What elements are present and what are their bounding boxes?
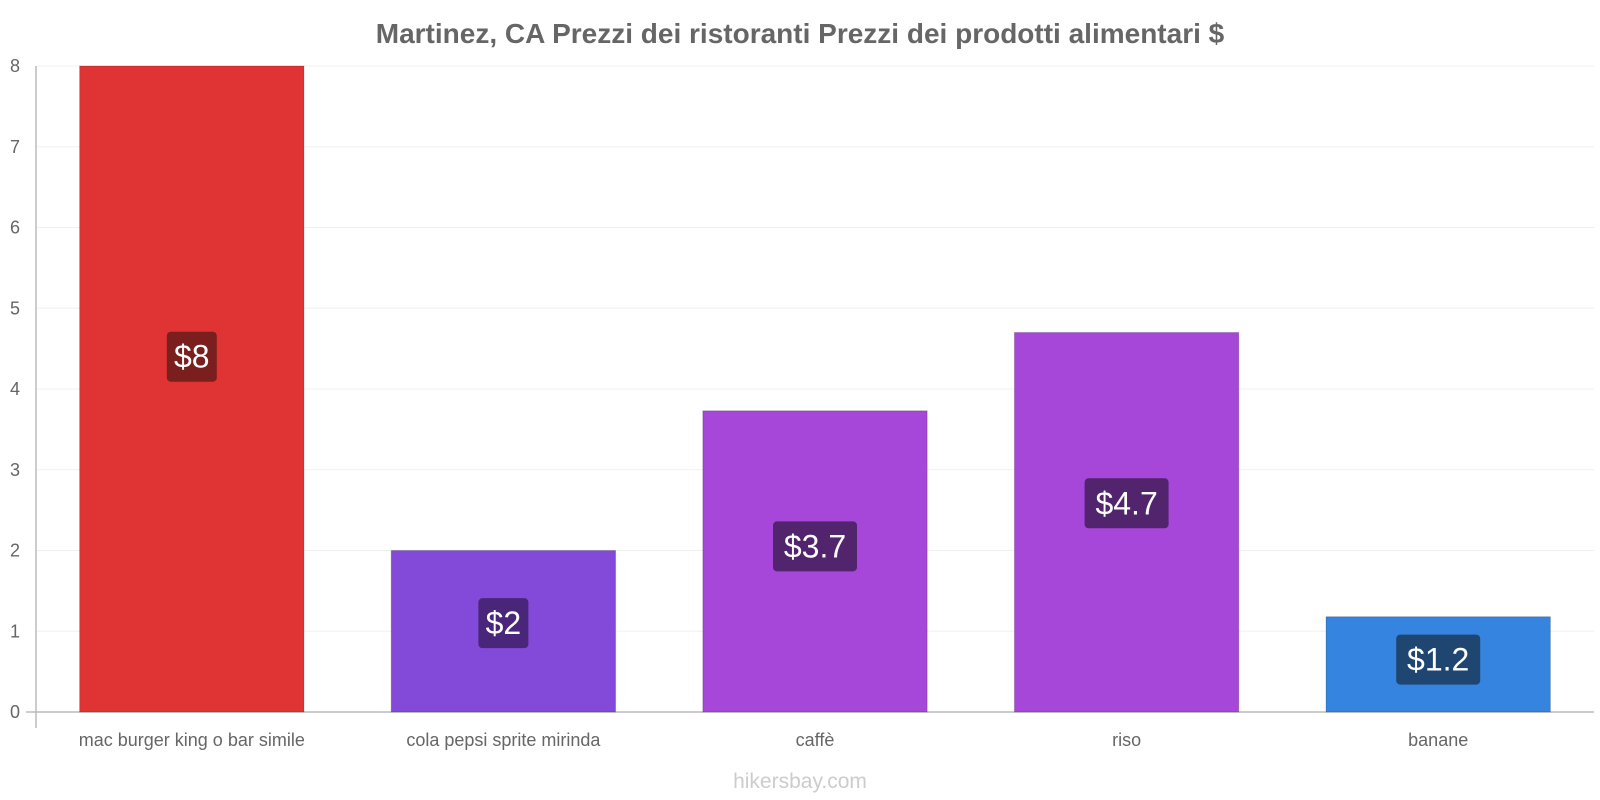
value-label: $4.7 bbox=[1095, 485, 1157, 521]
bar bbox=[79, 65, 305, 713]
x-category-label: banane bbox=[1408, 730, 1468, 750]
y-tick-label: 4 bbox=[10, 379, 20, 399]
y-tick-label: 0 bbox=[10, 702, 20, 722]
value-label-box bbox=[1084, 478, 1169, 529]
y-tick-label: 7 bbox=[10, 137, 20, 157]
y-tick-label: 8 bbox=[10, 56, 20, 76]
value-label: $2 bbox=[486, 605, 522, 641]
y-tick-label: 1 bbox=[10, 621, 20, 641]
y-tick-label: 3 bbox=[10, 460, 20, 480]
value-label-group: $3.7 bbox=[773, 521, 857, 572]
bar-layer bbox=[79, 65, 1551, 713]
value-label-box bbox=[1396, 634, 1481, 685]
chart-title: Martinez, CA Prezzi dei ristoranti Prezz… bbox=[376, 18, 1225, 49]
x-category-label: cola pepsi sprite mirinda bbox=[406, 730, 601, 750]
value-label-group: $2 bbox=[478, 598, 529, 649]
value-label: $3.7 bbox=[784, 528, 846, 564]
value-label: $8 bbox=[174, 339, 210, 375]
value-label-box bbox=[773, 521, 857, 572]
x-category-label: caffè bbox=[796, 730, 835, 750]
value-label-box bbox=[478, 598, 529, 649]
y-tick-label: 6 bbox=[10, 218, 20, 238]
value-label-group: $4.7 bbox=[1084, 478, 1169, 529]
label-layer: mac burger king o bar simile $8 cola pepsi… bbox=[79, 331, 1481, 750]
y-tick-label: 5 bbox=[10, 298, 20, 318]
value-label-group: $8 bbox=[166, 331, 217, 382]
x-category-label: riso bbox=[1112, 730, 1141, 750]
watermark: hikersbay.com bbox=[733, 770, 867, 793]
value-label-box bbox=[166, 331, 217, 382]
value-label: $1.2 bbox=[1407, 642, 1469, 678]
x-category-label: mac burger king o bar simile bbox=[79, 730, 305, 750]
y-tick-label: 2 bbox=[10, 541, 20, 561]
value-label-group: $1.2 bbox=[1396, 634, 1481, 685]
